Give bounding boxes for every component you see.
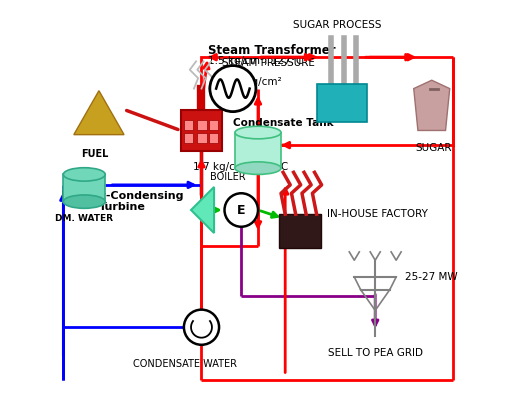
Ellipse shape [63,168,105,181]
Text: FUEL: FUEL [81,149,108,159]
FancyBboxPatch shape [209,133,218,143]
Polygon shape [74,91,124,135]
Polygon shape [191,187,214,233]
FancyBboxPatch shape [197,120,206,131]
Text: 25-27 MW: 25-27 MW [405,272,457,282]
Text: SELL TO PEA GRID: SELL TO PEA GRID [328,348,423,358]
Polygon shape [414,80,450,131]
FancyBboxPatch shape [235,133,281,168]
FancyBboxPatch shape [184,120,193,131]
Ellipse shape [235,126,281,139]
Text: 1.5 kg/cm², 127°C: 1.5 kg/cm², 127°C [208,55,303,66]
Text: Condensate Tank: Condensate Tank [233,118,333,129]
Text: SUGAR: SUGAR [415,143,452,153]
Text: SUGAR PROCESS: SUGAR PROCESS [293,20,382,30]
FancyBboxPatch shape [181,110,222,151]
Text: DM. WATER: DM. WATER [55,214,114,223]
FancyBboxPatch shape [63,174,105,202]
Text: STEAM PRESSURE: STEAM PRESSURE [222,58,315,68]
Text: Steam Transformer: Steam Transformer [208,44,335,57]
Ellipse shape [235,162,281,174]
FancyBboxPatch shape [279,214,321,248]
Text: 1.7 kg/cm², 127°C: 1.7 kg/cm², 127°C [193,162,288,172]
Text: BOILER: BOILER [210,172,246,182]
Text: E: E [237,204,246,216]
Text: 70 kg/cm²: 70 kg/cm² [229,76,281,87]
Text: Extract-Condensing
Turbine: Extract-Condensing Turbine [61,191,183,213]
Ellipse shape [63,195,105,208]
Circle shape [184,310,219,345]
FancyBboxPatch shape [317,84,367,122]
Text: CONDENSATE WATER: CONDENSATE WATER [133,359,237,369]
FancyBboxPatch shape [209,120,218,131]
Circle shape [210,66,256,112]
FancyBboxPatch shape [184,133,193,143]
FancyBboxPatch shape [197,133,206,143]
Text: IN-HOUSE FACTORY: IN-HOUSE FACTORY [327,209,428,219]
Circle shape [224,193,258,227]
